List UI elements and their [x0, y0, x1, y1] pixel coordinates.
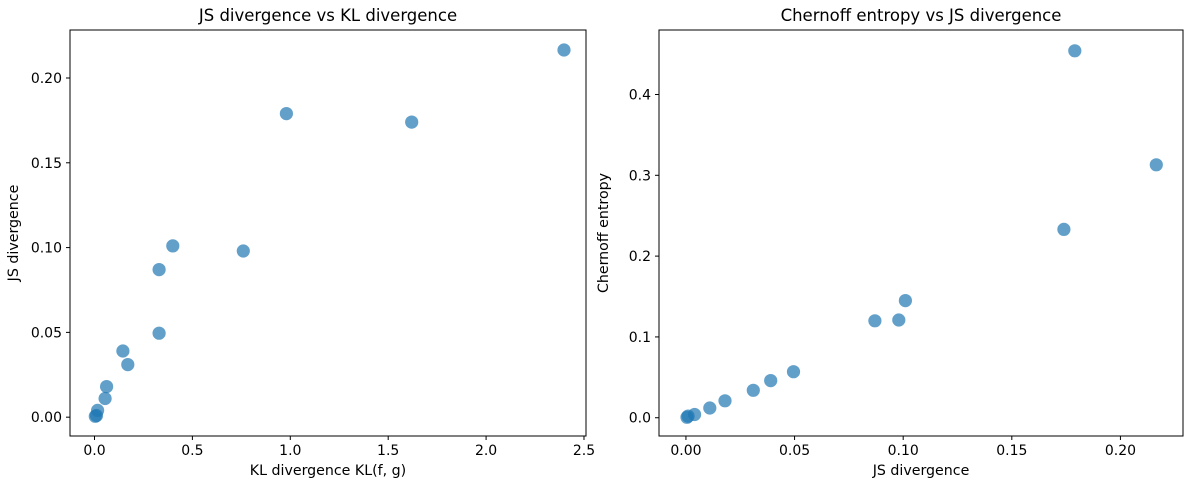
scatter-point: [236, 244, 250, 258]
x-tick-label: 2.5: [573, 443, 595, 459]
scatter-point: [868, 314, 882, 328]
y-tick-label: 0.0: [629, 411, 651, 427]
scatter-point: [892, 313, 906, 327]
y-tick-label: 0.15: [31, 156, 62, 172]
scatter-point: [746, 383, 760, 397]
right-yaxis-label: Chernoff entropy: [596, 173, 612, 293]
scatter-point: [703, 401, 717, 415]
scatter-point: [116, 344, 130, 358]
left-yaxis-label: JS divergence: [6, 185, 22, 283]
right-xaxis-label: JS divergence: [872, 463, 970, 479]
left-xaxis-label: KL divergence KL(f, g): [250, 463, 406, 479]
axes-frame: [69, 29, 587, 437]
left-chart-title: JS divergence vs KL divergence: [198, 6, 457, 25]
x-tick-label: 1.5: [377, 443, 399, 459]
y-tick-label: 0.10: [31, 241, 62, 257]
y-tick-label: 0.00: [31, 410, 62, 426]
x-tick-label: 2.0: [475, 443, 497, 459]
scatter-point: [1057, 222, 1071, 236]
y-tick-label: 0.05: [31, 325, 62, 341]
y-tick-label: 0.4: [629, 87, 651, 103]
scatter-point: [100, 380, 114, 394]
scatter-point: [91, 403, 105, 417]
axes-frame: [658, 29, 1184, 437]
scatter-point: [166, 239, 180, 253]
scatter-point: [98, 391, 112, 406]
y-tick-label: 0.20: [31, 71, 62, 87]
scatter-point: [718, 394, 732, 408]
scatter-point: [786, 365, 801, 379]
scatter-point: [1068, 44, 1082, 58]
scatter-point: [764, 374, 778, 388]
right-chart-axes: 0.00 0.05 0.10 0.15 0.20 0.0 0.1 0.2 0.3 0.4: [629, 29, 1184, 459]
x-tick-label: 0.15: [996, 443, 1027, 459]
scatter-point: [279, 107, 293, 121]
x-tick-label: 0.0: [83, 443, 105, 459]
x-tick-label: 1.0: [279, 443, 301, 459]
x-tick-label: 0.05: [779, 443, 810, 459]
scatter-point: [152, 263, 166, 277]
scatter-point: [1149, 158, 1163, 172]
scatter-point: [152, 326, 166, 340]
right-chart-title: Chernoff entropy vs JS divergence: [781, 6, 1062, 25]
y-tick-label: 0.1: [629, 330, 651, 346]
scatter-point: [405, 115, 419, 129]
scatter-point: [898, 294, 913, 308]
x-tick-label: 0.20: [1105, 443, 1136, 459]
x-tick-label: 0.00: [670, 443, 701, 459]
x-tick-label: 0.10: [888, 443, 919, 459]
scatter-point: [557, 43, 571, 57]
y-tick-label: 0.2: [629, 249, 651, 265]
scatter-point: [121, 358, 135, 372]
x-tick-label: 0.5: [181, 443, 203, 459]
scatter-point: [688, 407, 702, 422]
left-chart-axes: 0.0 0.5 1.0 1.5 2.0 2.5 0.00 0.05 0.10 0.15 0.20: [31, 29, 595, 459]
y-tick-label: 0.3: [629, 168, 651, 184]
